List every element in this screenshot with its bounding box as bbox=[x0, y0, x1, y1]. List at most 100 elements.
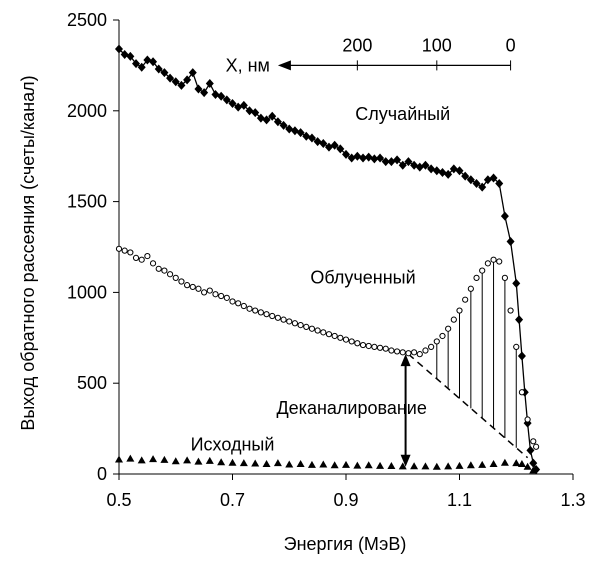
data-point bbox=[462, 296, 469, 303]
data-point bbox=[149, 455, 158, 463]
data-point bbox=[137, 62, 146, 72]
data-point bbox=[449, 164, 458, 174]
data-point bbox=[376, 153, 385, 163]
data-point bbox=[205, 79, 214, 89]
data-point bbox=[155, 265, 162, 272]
data-point bbox=[456, 307, 463, 314]
data-point bbox=[302, 131, 311, 141]
data-point bbox=[523, 462, 532, 470]
data-point bbox=[342, 149, 350, 159]
data-point bbox=[415, 162, 424, 172]
data-point bbox=[149, 57, 158, 67]
data-point bbox=[496, 258, 503, 265]
data-point bbox=[279, 120, 288, 130]
data-point bbox=[324, 142, 333, 152]
data-point bbox=[285, 124, 294, 134]
data-point bbox=[296, 128, 305, 138]
data-point bbox=[286, 318, 293, 325]
data-point bbox=[280, 316, 287, 323]
data-point bbox=[137, 456, 146, 464]
data-point bbox=[517, 460, 526, 468]
depth-scale-label: X, нм bbox=[226, 55, 270, 75]
data-point bbox=[296, 460, 305, 468]
data-point bbox=[222, 95, 231, 105]
dechanneling-arrow-head-bottom bbox=[400, 454, 411, 467]
data-point bbox=[529, 458, 538, 468]
data-point bbox=[166, 271, 174, 278]
data-point bbox=[513, 343, 520, 350]
data-point bbox=[347, 153, 356, 163]
data-point bbox=[132, 59, 141, 69]
data-point bbox=[228, 458, 237, 466]
y-axis-title: Выход обратного рассеяния (счеты/канал) bbox=[18, 75, 38, 430]
annotation-dechanneling: Деканалирование bbox=[276, 398, 426, 418]
data-point bbox=[184, 282, 191, 289]
data-point bbox=[269, 312, 276, 320]
data-point bbox=[433, 338, 440, 345]
data-point bbox=[411, 349, 418, 356]
data-point bbox=[393, 348, 401, 355]
y-tick-label: 500 bbox=[77, 373, 107, 393]
data-point bbox=[257, 309, 264, 316]
x-tick-label: 1.3 bbox=[560, 490, 585, 510]
data-point bbox=[526, 445, 535, 455]
data-point bbox=[273, 459, 282, 467]
data-point bbox=[500, 211, 509, 221]
data-point bbox=[432, 462, 441, 470]
data-point bbox=[228, 99, 237, 109]
depth-scale-tick-label: 0 bbox=[506, 35, 516, 55]
dechanneling-dashed-line bbox=[407, 353, 529, 459]
data-point bbox=[126, 454, 135, 462]
data-point bbox=[307, 133, 316, 143]
data-point bbox=[160, 455, 169, 463]
data-point bbox=[398, 462, 407, 470]
x-tick-label: 0.7 bbox=[220, 490, 245, 510]
data-point bbox=[336, 144, 345, 154]
y-tick-label: 2500 bbox=[67, 10, 107, 30]
data-point bbox=[410, 160, 419, 170]
data-point bbox=[529, 466, 538, 474]
data-point bbox=[120, 50, 129, 60]
y-tick-label: 1000 bbox=[67, 282, 107, 302]
data-point bbox=[444, 169, 453, 179]
data-point bbox=[274, 314, 281, 321]
data-point bbox=[428, 343, 435, 350]
data-point bbox=[359, 153, 368, 163]
data-point bbox=[291, 320, 299, 327]
series-original bbox=[115, 454, 538, 474]
data-point bbox=[421, 462, 430, 470]
data-point bbox=[466, 175, 475, 185]
data-point bbox=[200, 88, 209, 98]
data-point bbox=[308, 325, 316, 332]
data-point bbox=[127, 249, 134, 256]
data-point bbox=[240, 302, 247, 310]
y-tick-label: 0 bbox=[97, 464, 107, 484]
data-point bbox=[445, 325, 452, 332]
data-point bbox=[166, 73, 175, 83]
data-point bbox=[245, 106, 254, 116]
data-point bbox=[138, 256, 145, 263]
data-point bbox=[330, 140, 339, 150]
data-point bbox=[455, 166, 464, 176]
data-point bbox=[530, 438, 537, 445]
data-point bbox=[115, 455, 123, 463]
data-point bbox=[533, 443, 540, 450]
data-point bbox=[405, 350, 412, 357]
dechanneling-construction bbox=[400, 259, 529, 467]
data-point bbox=[489, 173, 498, 183]
y-axis-ticks: 0 500 1000 1500 2000 2500 bbox=[67, 10, 119, 484]
data-point bbox=[194, 457, 203, 465]
y-tick-label: 1500 bbox=[67, 192, 107, 212]
data-point bbox=[399, 349, 406, 356]
data-point bbox=[251, 108, 260, 118]
data-point bbox=[313, 137, 322, 147]
data-point bbox=[512, 459, 521, 467]
data-point bbox=[500, 458, 509, 466]
data-point bbox=[195, 285, 202, 292]
data-point bbox=[455, 461, 464, 469]
data-point bbox=[365, 342, 372, 350]
data-point bbox=[171, 77, 180, 87]
series-random bbox=[115, 44, 541, 474]
data-point bbox=[478, 460, 487, 468]
data-point bbox=[189, 283, 196, 291]
